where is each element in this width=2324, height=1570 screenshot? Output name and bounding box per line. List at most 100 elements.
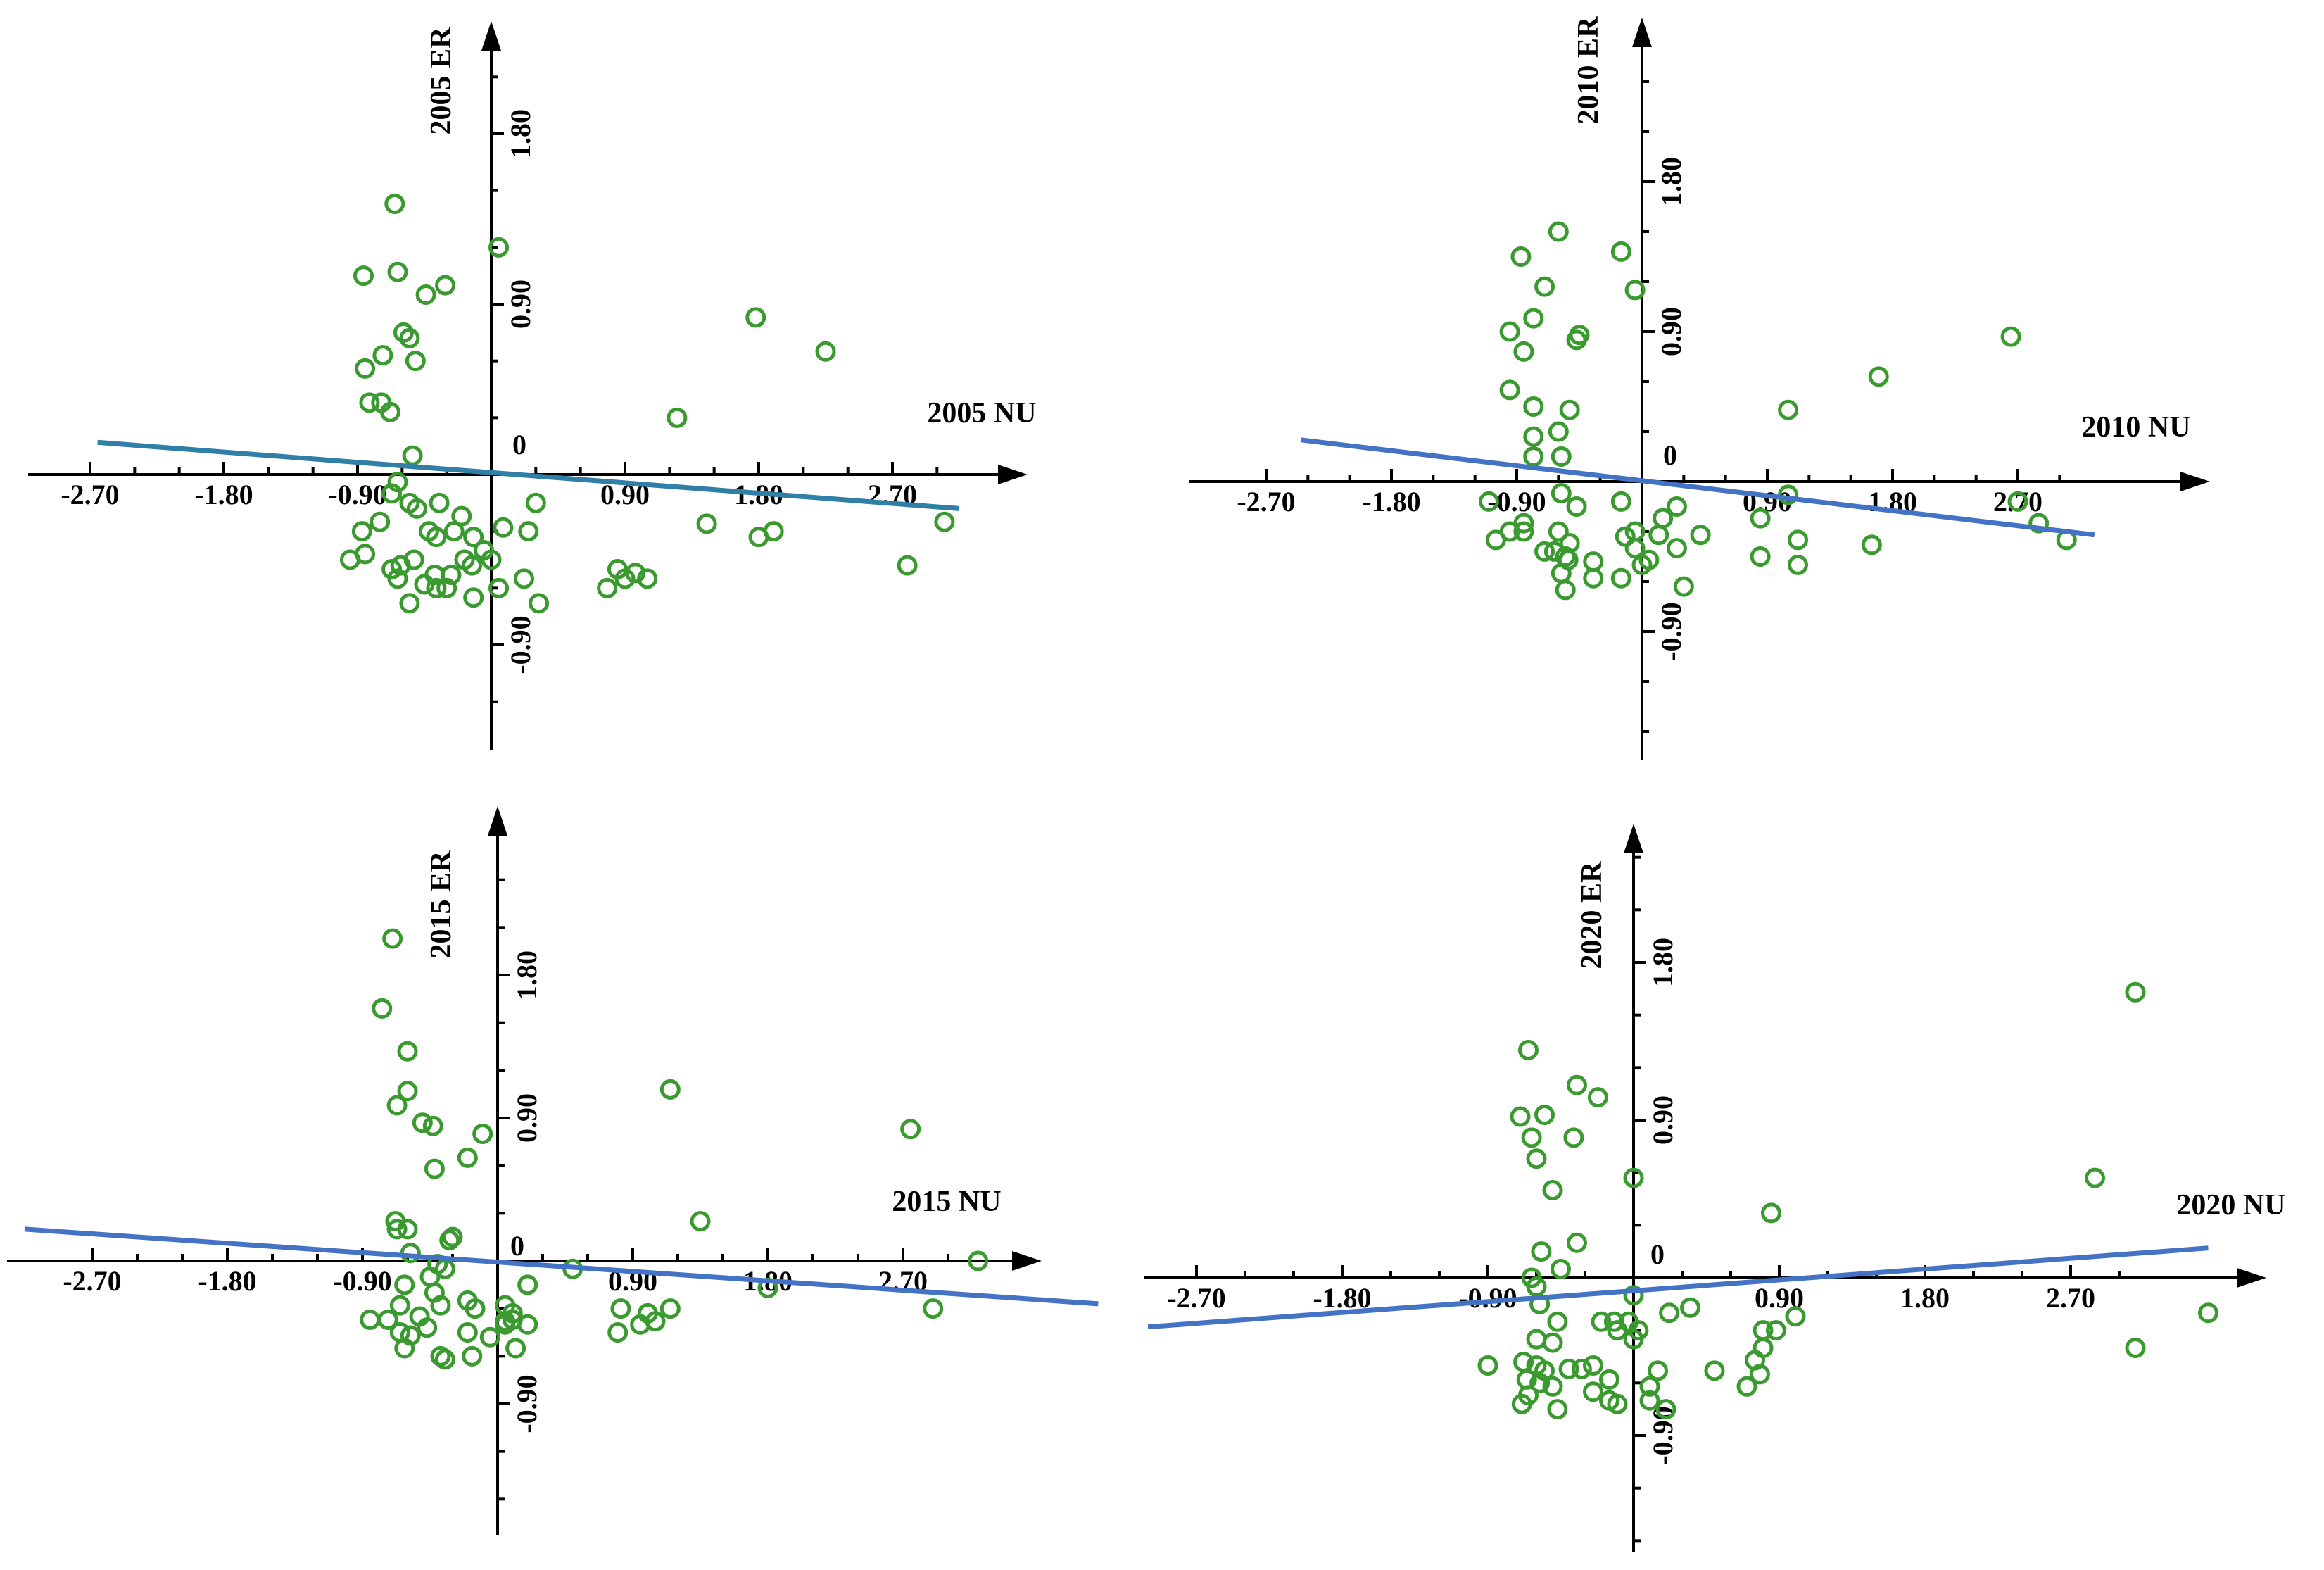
data-point: [370, 511, 391, 532]
data-point: [1788, 554, 1809, 575]
data-point: [463, 527, 484, 548]
data-point: [386, 1095, 408, 1116]
data-point: [1542, 1376, 1563, 1397]
data-point: [1555, 579, 1576, 601]
origin-label: 0: [1663, 439, 1677, 471]
data-point: [379, 401, 400, 422]
data-point: [1566, 496, 1587, 517]
data-point: [355, 358, 376, 379]
x-axis-title: 2010 NU: [2081, 411, 2190, 444]
data-point: [1648, 1360, 1668, 1381]
data-point: [659, 1079, 681, 1100]
data-point: [1861, 534, 1882, 555]
data-point: [1531, 1241, 1552, 1262]
data-point: [457, 1147, 478, 1168]
data-point: [1499, 379, 1520, 401]
data-point: [696, 513, 717, 534]
data-point: [429, 492, 450, 513]
data-point: [2028, 513, 2050, 534]
data-point: [1607, 1320, 1628, 1341]
data-point: [406, 498, 427, 519]
x-axis-title: 2005 NU: [927, 397, 1036, 429]
data-point: [1542, 1332, 1563, 1353]
data-point: [1615, 526, 1636, 547]
panel-2015: -2.70 -1.80 -0.90 0.90 1.80 2.701.800.90-0.90…: [7, 806, 1099, 1535]
regression-line: [97, 439, 960, 511]
data-point: [2198, 1302, 2218, 1324]
data-point: [897, 555, 918, 576]
data-point: [402, 445, 423, 466]
regression-line: [24, 1226, 1099, 1307]
data-point: [386, 1219, 408, 1240]
data-point: [923, 1298, 944, 1319]
data-point: [462, 1345, 483, 1367]
data-point: [441, 565, 462, 586]
y-tick-label: 0.90: [1655, 307, 1687, 356]
x-tick-label: -2.70: [1167, 1282, 1225, 1314]
data-point: [2125, 1338, 2146, 1359]
x-tick-label: -0.90: [333, 1265, 391, 1297]
data-point: [1623, 1285, 1644, 1306]
data-point: [659, 1298, 681, 1319]
x-axis-arrow: [1012, 1251, 1042, 1271]
data-point: [763, 521, 784, 542]
y-tick-label: 1.80: [1655, 157, 1687, 206]
data-point: [1563, 1127, 1584, 1148]
x-tick-label: -1.80: [1313, 1282, 1371, 1314]
data-point: [1666, 496, 1687, 517]
data-point: [1510, 246, 1532, 267]
origin-label: 0: [510, 1230, 524, 1262]
x-tick-label: 1.80: [1900, 1282, 1950, 1314]
y-tick-label: 1.80: [505, 109, 536, 158]
data-point: [1567, 1074, 1587, 1095]
data-point: [518, 521, 539, 542]
data-point: [1749, 1364, 1770, 1385]
data-point: [1547, 1399, 1568, 1420]
data-point: [1624, 280, 1646, 301]
y-tick-label: 0.90: [1647, 1095, 1679, 1145]
data-point: [479, 1326, 500, 1348]
data-point: [934, 511, 955, 532]
data-point: [488, 237, 510, 258]
data-point: [1659, 1302, 1680, 1324]
x-tick-label: -1.80: [1362, 486, 1420, 517]
data-point: [1785, 1306, 1806, 1327]
data-point: [1623, 1167, 1644, 1188]
data-point: [465, 1298, 486, 1319]
data-point: [1513, 341, 1534, 362]
data-point: [355, 544, 376, 565]
data-point: [424, 1158, 445, 1179]
data-point: [493, 517, 514, 538]
data-point: [1653, 508, 1674, 529]
y-axis-title: 2020 ER: [1576, 861, 1608, 969]
data-point: [1583, 1381, 1603, 1402]
data-point: [1547, 1311, 1568, 1332]
data-point: [1521, 1127, 1542, 1148]
data-point: [1534, 1360, 1555, 1381]
data-point: [1548, 421, 1569, 442]
data-point: [387, 261, 408, 282]
data-point: [1631, 554, 1653, 575]
data-point: [1523, 446, 1544, 467]
data-point: [1623, 1329, 1644, 1350]
data-point: [1558, 1358, 1579, 1379]
data-point: [387, 472, 408, 493]
data-point: [436, 577, 457, 598]
panel-2005: -2.70 -1.80 -0.90 0.90 1.80 2.701.800.90-0.90…: [28, 21, 1037, 750]
data-point: [472, 1124, 493, 1145]
data-point: [435, 275, 456, 296]
data-point: [417, 1317, 438, 1338]
data-point: [1639, 1390, 1660, 1411]
data-point: [403, 549, 424, 570]
data-point: [513, 568, 534, 589]
data-point: [645, 1311, 666, 1332]
y-axis-arrow: [1632, 18, 1652, 47]
data-point: [400, 1243, 421, 1264]
data-point: [389, 1295, 410, 1316]
data-point: [1551, 1259, 1571, 1280]
data-point: [1526, 1329, 1547, 1350]
data-point: [372, 998, 393, 1019]
data-point: [637, 568, 658, 589]
y-tick-label: 1.80: [1647, 938, 1679, 987]
data-point: [1736, 1376, 1757, 1397]
